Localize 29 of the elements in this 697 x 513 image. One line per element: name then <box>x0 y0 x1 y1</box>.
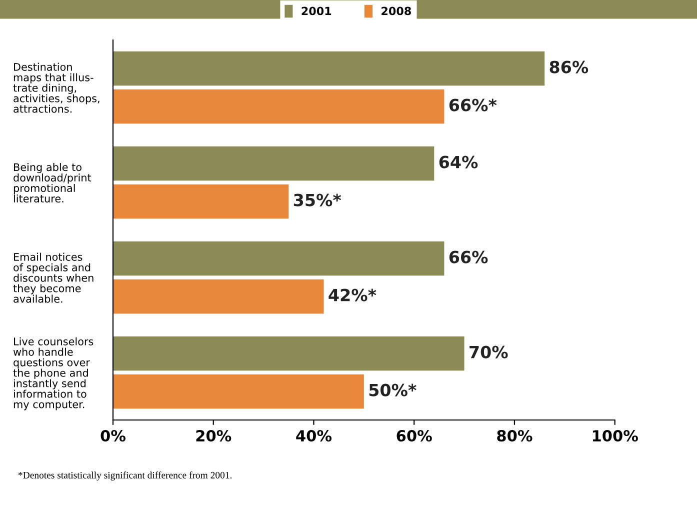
data-label: 35%* <box>294 194 342 206</box>
bar <box>113 336 464 371</box>
legend-label: 2001 <box>302 6 332 16</box>
data-label: 50%* <box>369 384 416 396</box>
bar <box>113 89 444 124</box>
bar <box>113 374 364 409</box>
data-label: 70% <box>470 346 508 358</box>
data-label: 64% <box>439 156 478 168</box>
bar <box>113 51 545 86</box>
data-label: 86% <box>550 60 588 74</box>
y-tick-label: Live counselors who handle questions over the phone and instantly send information to my computer. <box>13 337 94 410</box>
data-label: 66% <box>449 250 488 264</box>
x-tick-label: 40% <box>296 430 332 442</box>
bar <box>113 279 324 314</box>
x-tick-label: 60% <box>396 430 432 442</box>
data-label: 42%* <box>328 288 376 302</box>
bar <box>113 241 444 276</box>
x-tick-label: 0% <box>100 430 126 442</box>
x-tick-label: 20% <box>196 430 232 442</box>
data-label: 66%* <box>449 98 497 112</box>
x-tick-label: 80% <box>497 430 532 442</box>
x-tick-label: 100% <box>592 430 638 442</box>
y-tick-label: Email notices of specials and discounts when they become available. <box>13 252 94 303</box>
legend-label: 2008 <box>382 6 411 16</box>
bar <box>113 146 434 181</box>
bar <box>113 184 289 219</box>
text: *Denotes statistically significant difference from 2001. <box>18 472 232 480</box>
y-tick-label: Destination maps that illus- trate dining, activities, shops, attractions. <box>13 62 100 113</box>
y-tick-label: Being able to download/print promotional literature. <box>14 163 92 203</box>
